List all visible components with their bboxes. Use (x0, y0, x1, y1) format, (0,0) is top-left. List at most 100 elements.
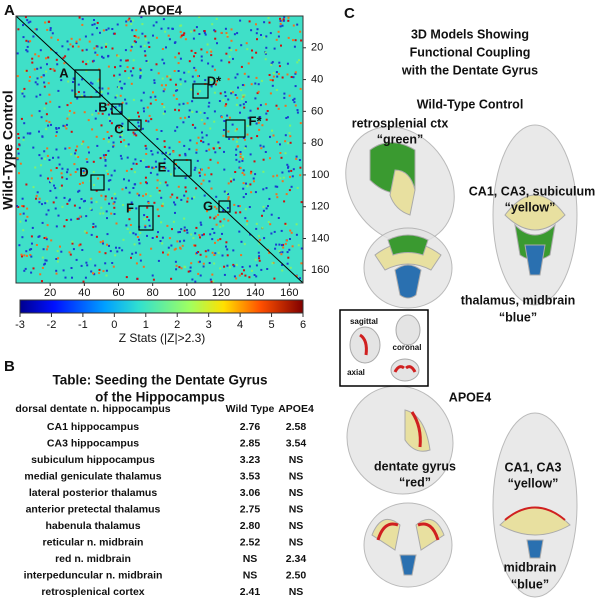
matrix-cell (243, 269, 245, 272)
matrix-cell (200, 223, 203, 226)
matrix-cell (146, 234, 148, 237)
matrix-cell (213, 254, 216, 256)
table-cell: retrosplenical cortex (41, 586, 144, 598)
matrix-cell (122, 238, 125, 241)
matrix-cell (281, 264, 284, 266)
matrix-cell (77, 217, 80, 220)
matrix-cell (272, 72, 275, 75)
table-title: of the Hippocampus (95, 390, 225, 405)
region-label: D* (207, 73, 222, 88)
matrix-cell (237, 136, 239, 139)
matrix-cell (98, 272, 101, 275)
matrix-cell (55, 167, 58, 169)
matrix-cell (148, 46, 151, 48)
matrix-cell (121, 188, 124, 191)
matrix-cell (39, 49, 42, 52)
matrix-cell (236, 96, 239, 99)
matrix-cell (239, 151, 242, 153)
y-tick-label: 60 (311, 105, 323, 117)
matrix-cell (228, 137, 231, 140)
matrix-cell (233, 265, 236, 268)
matrix-cell (234, 171, 237, 173)
matrix-cell (263, 36, 266, 39)
matrix-cell (118, 73, 121, 76)
matrix-cell (110, 135, 113, 138)
matrix-cell (289, 175, 291, 178)
table-header: dorsal dentate n. hippocampus (15, 403, 170, 415)
matrix-cell (113, 201, 116, 204)
matrix-cell (100, 46, 103, 49)
matrix-cell (57, 38, 59, 41)
matrix-cell (139, 67, 142, 70)
matrix-cell (152, 278, 155, 281)
matrix-cell (293, 45, 296, 48)
matrix-cell (174, 260, 177, 263)
matrix-cell (85, 215, 88, 218)
matrix-cell (23, 269, 26, 272)
y-tick-label: 160 (311, 264, 329, 276)
matrix-cell (241, 266, 244, 268)
matrix-cell (248, 276, 251, 279)
table-cell: 2.75 (240, 503, 261, 515)
matrix-cell (276, 174, 279, 177)
matrix-cell (237, 205, 240, 208)
matrix-cell (112, 265, 115, 268)
matrix-cell (161, 48, 164, 50)
matrix-cell (155, 63, 158, 66)
matrix-cell (294, 104, 297, 107)
matrix-cell (65, 219, 68, 221)
matrix-cell (45, 259, 48, 262)
matrix-cell (16, 148, 19, 150)
matrix-cell (147, 200, 150, 203)
matrix-cell (83, 111, 86, 114)
matrix-cell (199, 168, 202, 171)
table-cell: NS (289, 503, 304, 515)
matrix-cell (259, 144, 262, 147)
matrix-cell (195, 151, 198, 154)
matrix-cell (70, 218, 73, 221)
matrix-cell (66, 202, 69, 205)
matrix-cell (69, 253, 72, 256)
matrix-cell (26, 45, 29, 48)
matrix-cell (52, 201, 55, 204)
matrix-cell (292, 76, 295, 79)
table-cell: CA3 hippocampus (47, 437, 139, 449)
matrix-cell (117, 55, 120, 58)
matrix-cell (264, 151, 267, 153)
table-cell: interpeduncular n. midbrain (24, 569, 163, 581)
matrix-cell (283, 96, 286, 99)
matrix-cell (221, 254, 224, 257)
matrix-cell (44, 202, 47, 205)
matrix-cell (206, 43, 209, 46)
matrix-cell (108, 136, 110, 139)
matrix-cell (121, 122, 124, 125)
matrix-cell (183, 144, 186, 147)
matrix-cell (82, 140, 85, 143)
matrix-cell (23, 122, 26, 125)
matrix-cell (290, 169, 293, 172)
matrix-cell (243, 173, 246, 176)
matrix-cell (19, 220, 22, 223)
matrix-cell (131, 252, 134, 255)
matrix-cell (220, 116, 223, 119)
matrix-cell (162, 251, 164, 254)
matrix-cell (246, 133, 249, 136)
table-cell: NS (289, 536, 304, 548)
matrix-cell (249, 233, 252, 236)
matrix-cell (296, 61, 299, 64)
panel-title: Functional Coupling (410, 45, 531, 59)
matrix-cell (64, 55, 67, 58)
matrix-cell (290, 231, 293, 234)
inset-label: axial (347, 368, 365, 377)
matrix-cell (239, 167, 242, 169)
matrix-cell (187, 115, 190, 118)
matrix-cell (183, 194, 186, 197)
region-box (225, 119, 246, 138)
matrix-cell (125, 169, 128, 172)
matrix-cell (266, 110, 269, 112)
matrix-cell (279, 152, 282, 154)
matrix-cell (17, 28, 20, 31)
matrix-cell (236, 73, 239, 76)
matrix-cell (116, 124, 119, 127)
matrix-cell (226, 35, 229, 38)
